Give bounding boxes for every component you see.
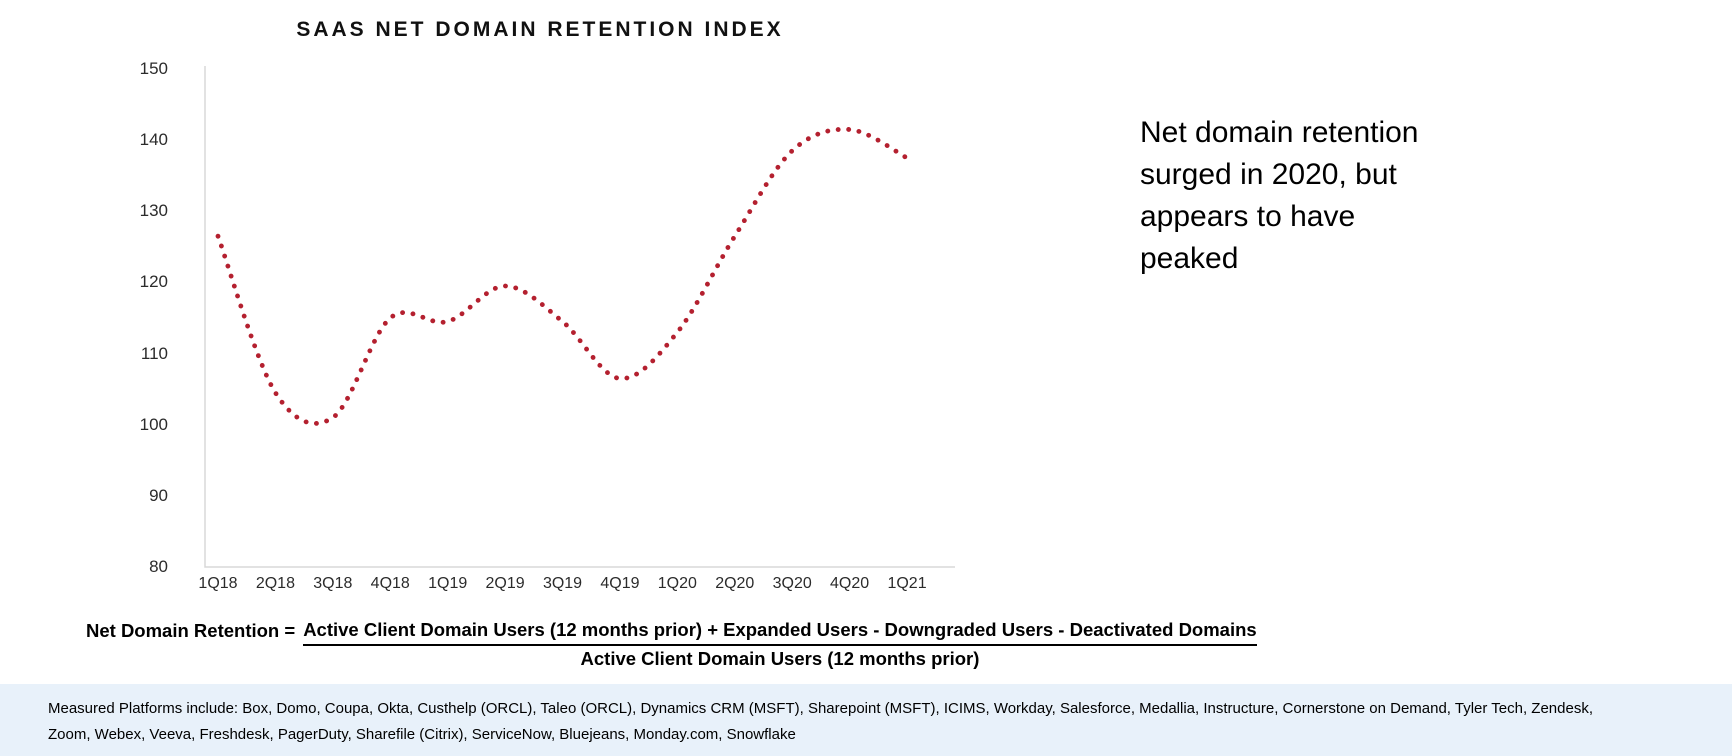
chart-title: SAAS NET DOMAIN RETENTION INDEX (296, 18, 784, 41)
x-axis-tick-label: 2Q18 (255, 575, 295, 592)
y-axis-tick-label: 140 (139, 130, 168, 150)
y-axis-tick-label: 90 (149, 485, 168, 505)
y-axis-tick-label: 100 (139, 414, 168, 434)
footnote-bar: Measured Platforms include: Box, Domo, C… (0, 684, 1732, 756)
x-axis-tick-label: 4Q20 (830, 575, 870, 592)
x-axis-tick-label: 2Q20 (715, 575, 755, 592)
y-axis-tick-label: 80 (149, 556, 168, 576)
y-axis-tick-label: 110 (140, 343, 168, 363)
axis-lines (204, 66, 955, 568)
x-axis-tick-label: 3Q20 (772, 575, 812, 592)
x-axis-tick-label: 4Q18 (370, 575, 410, 592)
x-axis-tick-label: 3Q18 (313, 575, 353, 592)
y-axis-tick-label: 120 (139, 272, 168, 292)
x-axis-tick-label: 1Q19 (428, 575, 468, 592)
y-axis-tick-label: 130 (139, 201, 168, 221)
x-axis-tick-label: 1Q21 (887, 575, 927, 592)
formula-denominator: Active Client Domain Users (12 months pr… (580, 648, 980, 669)
y-axis-tick-label: 150 (139, 59, 168, 78)
x-axis-tick-label: 2Q19 (485, 575, 525, 592)
footnote-text: Measured Platforms include: Box, Domo, C… (48, 700, 1593, 743)
formula-numerator: Active Client Domain Users (12 months pr… (303, 618, 1257, 646)
retention-index-series (215, 126, 910, 426)
x-axis-tick-label: 1Q18 (198, 575, 238, 592)
formula-fraction: Active Client Domain Users (12 months pr… (303, 618, 1257, 672)
x-axis-tick-label: 3Q19 (542, 575, 583, 592)
x-axis-tick-label: 4Q19 (600, 575, 640, 592)
annotation-text: Net domain retention surged in 2020, but… (1140, 116, 1419, 275)
formula-lhs: Net Domain Retention = (86, 620, 296, 641)
line-plot (204, 66, 955, 568)
x-axis-tick-label: 1Q20 (657, 575, 697, 592)
retention-formula: Net Domain Retention = Active Client Dom… (86, 618, 1257, 672)
